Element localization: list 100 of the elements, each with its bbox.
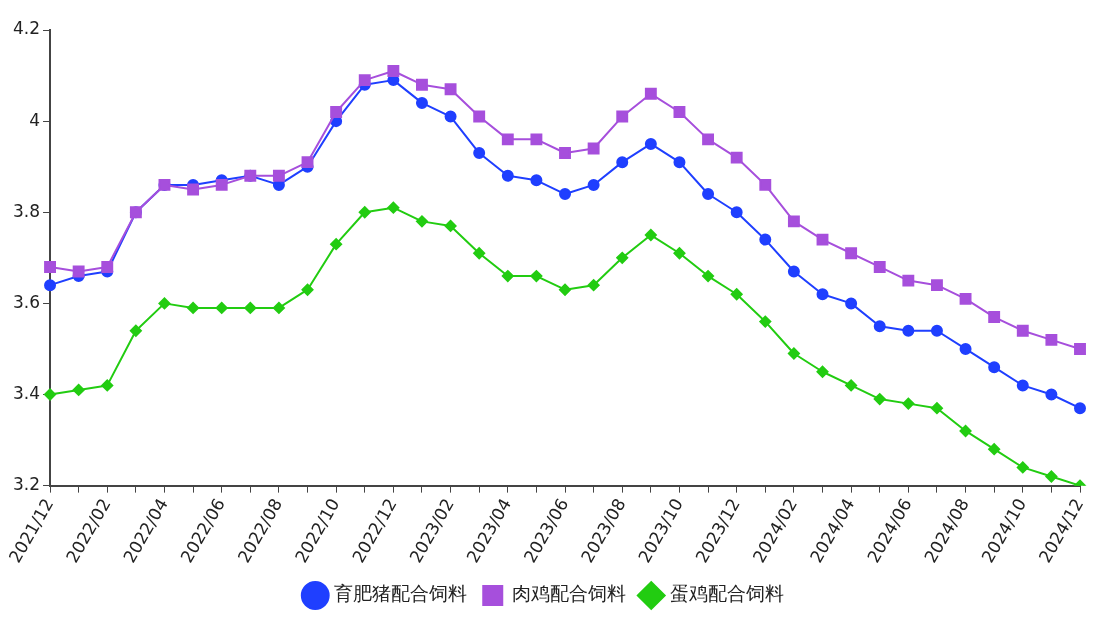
point: [444, 219, 457, 232]
y-tick-label: 4: [29, 109, 41, 130]
point: [873, 320, 886, 333]
point: [301, 156, 314, 169]
point: [501, 169, 514, 182]
point: [673, 106, 686, 118]
point: [959, 292, 972, 305]
point: [44, 260, 56, 273]
point: [559, 147, 571, 159]
point: [444, 110, 457, 123]
y-tick-label: 3.8: [12, 200, 41, 221]
point: [931, 279, 943, 292]
point: [787, 265, 800, 278]
point: [301, 283, 314, 296]
point: [1074, 402, 1086, 415]
point: [759, 315, 772, 328]
point: [72, 383, 85, 396]
point: [44, 388, 57, 401]
point: [644, 87, 657, 100]
point: [1045, 333, 1058, 346]
point: [702, 188, 715, 201]
point: [101, 260, 114, 273]
point: [559, 283, 572, 296]
point: [902, 324, 915, 337]
legend-label: 育肥猪配合饲料: [334, 582, 468, 605]
point: [501, 270, 514, 283]
point: [787, 347, 800, 360]
point: [587, 279, 600, 292]
point: [730, 151, 743, 164]
point: [616, 251, 629, 264]
point: [845, 297, 858, 310]
point: [930, 324, 943, 337]
point: [902, 397, 915, 410]
point: [930, 402, 943, 415]
point: [1045, 470, 1058, 483]
point: [845, 247, 858, 260]
point: [415, 215, 428, 228]
point: [816, 233, 829, 246]
point: [101, 379, 114, 392]
point: [1016, 379, 1029, 392]
point: [845, 379, 858, 392]
point: [1045, 388, 1058, 401]
point: [759, 233, 772, 246]
y-tick-label: 3.6: [12, 291, 41, 312]
point: [444, 83, 457, 96]
point: [158, 297, 171, 310]
point: [330, 106, 343, 118]
point: [187, 301, 200, 314]
point: [530, 270, 543, 283]
point: [44, 279, 57, 292]
point: [673, 247, 686, 260]
point: [387, 201, 400, 214]
legend-label: 肉鸡配合饲料: [511, 582, 626, 605]
point: [272, 169, 285, 182]
point: [616, 156, 629, 169]
point: [1016, 461, 1029, 474]
point: [1016, 324, 1029, 337]
point: [530, 174, 543, 187]
point: [816, 288, 829, 301]
point: [387, 65, 400, 77]
point: [730, 206, 743, 219]
point: [673, 156, 686, 169]
point: [988, 361, 1001, 374]
point: [759, 178, 772, 191]
point: [702, 133, 715, 146]
point: [816, 365, 829, 378]
point: [1074, 343, 1086, 355]
point: [873, 393, 886, 406]
point: [272, 301, 285, 314]
point: [415, 96, 428, 109]
point: [416, 78, 428, 91]
point: [187, 183, 200, 196]
point: [330, 238, 343, 251]
point: [72, 265, 85, 278]
point: [587, 178, 600, 191]
point: [530, 133, 543, 146]
point: [215, 178, 228, 191]
y-tick-label: 4.2: [12, 18, 41, 39]
point: [473, 147, 486, 160]
point: [988, 311, 1001, 323]
point: [129, 324, 142, 337]
y-tick-label: 3.2: [12, 474, 41, 495]
legend-label: 蛋鸡配合饲料: [670, 582, 785, 605]
point: [959, 424, 972, 437]
point: [702, 270, 715, 283]
point: [959, 342, 972, 355]
point: [787, 215, 800, 228]
point: [587, 142, 600, 155]
point: [730, 288, 743, 301]
point: [644, 229, 657, 242]
point: [358, 74, 371, 87]
y-tick-label: 3.4: [12, 382, 41, 403]
point: [215, 301, 228, 314]
point: [473, 247, 486, 260]
point: [873, 260, 886, 273]
point: [244, 301, 257, 314]
point: [616, 110, 629, 123]
point: [358, 206, 371, 219]
point: [559, 188, 572, 201]
point: [644, 137, 657, 150]
